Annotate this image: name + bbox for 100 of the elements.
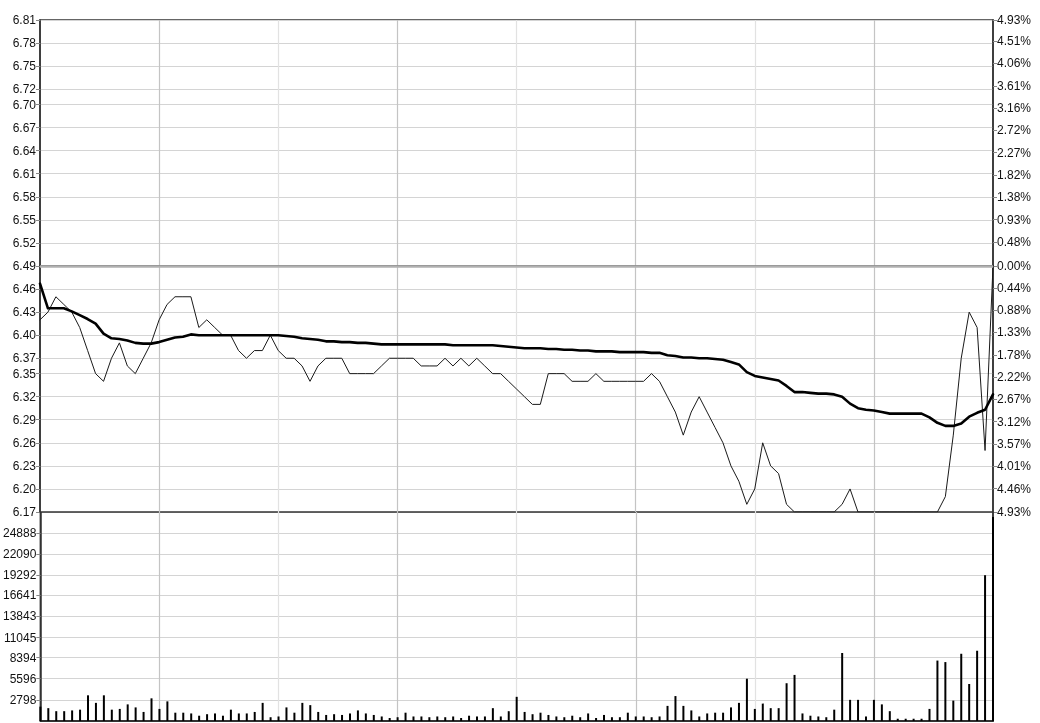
y-tick-label: 22090 bbox=[2, 547, 37, 562]
y-tick-label: 8394 bbox=[9, 650, 37, 665]
bar bbox=[380, 716, 383, 721]
bar bbox=[944, 662, 947, 721]
y-tick-label: 6.52 bbox=[12, 235, 37, 250]
y2-tick-label: 2.72% bbox=[997, 123, 1032, 138]
bar bbox=[539, 712, 542, 721]
bar bbox=[356, 710, 359, 721]
bar bbox=[872, 699, 875, 721]
y2-tick-label: 2.22% bbox=[997, 369, 1032, 384]
bar bbox=[245, 713, 248, 721]
bar bbox=[309, 705, 312, 721]
bar bbox=[960, 653, 963, 721]
bar bbox=[952, 700, 955, 721]
y-tick-label: 6.64 bbox=[12, 143, 37, 158]
bar bbox=[650, 717, 653, 721]
bar bbox=[928, 708, 931, 721]
y-tick-label: 6.58 bbox=[12, 189, 37, 204]
y2-tick-label: 4.51% bbox=[997, 33, 1032, 48]
bar bbox=[47, 708, 50, 721]
bar bbox=[753, 708, 756, 721]
bar bbox=[301, 702, 304, 721]
bar bbox=[769, 708, 772, 721]
bar bbox=[285, 707, 288, 721]
bar bbox=[293, 712, 296, 721]
y-tick-label: 6.81 bbox=[12, 13, 37, 27]
y2-tick-label: 1.33% bbox=[997, 325, 1032, 340]
y2-tick-label: 0.44% bbox=[997, 280, 1032, 295]
y2-tick-label: 4.46% bbox=[997, 481, 1032, 496]
bar bbox=[547, 714, 550, 721]
bar bbox=[801, 713, 804, 721]
bar bbox=[150, 698, 153, 721]
bar bbox=[833, 709, 836, 721]
line-series bbox=[39, 265, 994, 513]
bar bbox=[253, 711, 256, 721]
y-tick-label: 6.43 bbox=[12, 305, 37, 320]
bar bbox=[555, 716, 558, 721]
y2-tick-label: 3.57% bbox=[997, 437, 1032, 452]
y2-tick-label: 4.06% bbox=[997, 56, 1032, 71]
y2-tick-label: 2.27% bbox=[997, 145, 1032, 160]
bar bbox=[63, 711, 66, 721]
bar bbox=[864, 716, 867, 721]
bar bbox=[460, 717, 463, 721]
bar bbox=[269, 717, 272, 721]
bar bbox=[642, 716, 645, 721]
bar bbox=[142, 711, 145, 721]
bar bbox=[777, 708, 780, 721]
bar bbox=[348, 713, 351, 721]
bar bbox=[182, 712, 185, 721]
y2-tick-label: 0.88% bbox=[997, 302, 1032, 317]
bar bbox=[730, 707, 733, 721]
bar bbox=[817, 716, 820, 721]
y-tick-label: 2798 bbox=[9, 692, 37, 707]
bar bbox=[420, 716, 423, 721]
bar bbox=[404, 712, 407, 721]
bar bbox=[682, 705, 685, 721]
y2-tick-label: 4.93% bbox=[997, 13, 1032, 27]
y2-tick-label: 2.67% bbox=[997, 392, 1032, 407]
bar bbox=[626, 712, 629, 721]
bar bbox=[102, 695, 105, 721]
bar bbox=[317, 711, 320, 721]
y2-tick-label: 3.61% bbox=[997, 78, 1032, 93]
y-tick-label: 6.70 bbox=[12, 97, 37, 112]
y-tick-label: 24888 bbox=[2, 525, 37, 540]
bar bbox=[483, 716, 486, 721]
bar bbox=[396, 717, 399, 721]
bar bbox=[412, 716, 415, 721]
bar bbox=[452, 716, 455, 721]
bar bbox=[341, 714, 344, 721]
bar bbox=[261, 702, 264, 721]
y-tick-label: 13843 bbox=[2, 609, 37, 624]
bar bbox=[857, 699, 860, 721]
y-tick-label: 6.46 bbox=[12, 282, 37, 297]
line-series bbox=[38, 282, 995, 428]
y-tick-label: 6.26 bbox=[12, 435, 37, 450]
bar bbox=[698, 716, 701, 721]
bar bbox=[793, 674, 796, 721]
y-tick-label: 6.67 bbox=[12, 120, 37, 135]
y-tick-label: 6.49 bbox=[12, 259, 37, 273]
y-tick-label: 6.61 bbox=[12, 166, 37, 181]
y-tick-label: 6.72 bbox=[12, 82, 37, 97]
bar bbox=[515, 696, 518, 721]
bar bbox=[618, 717, 621, 721]
bar bbox=[372, 714, 375, 721]
bar bbox=[491, 708, 494, 721]
bar bbox=[118, 708, 121, 721]
bar bbox=[94, 702, 97, 721]
bar bbox=[968, 683, 971, 721]
y-tick-label: 6.55 bbox=[12, 212, 37, 227]
bar bbox=[206, 714, 209, 721]
bar bbox=[499, 716, 502, 721]
y-tick-label: 6.35 bbox=[12, 366, 37, 381]
bar bbox=[745, 678, 748, 721]
y-tick-label: 5596 bbox=[9, 671, 37, 686]
y-tick-label: 19292 bbox=[2, 568, 37, 583]
y-tick-label: 6.78 bbox=[12, 36, 37, 51]
bar bbox=[880, 704, 883, 721]
bar bbox=[658, 716, 661, 721]
bar bbox=[761, 703, 764, 721]
y2-tick-label: 3.16% bbox=[997, 101, 1032, 116]
